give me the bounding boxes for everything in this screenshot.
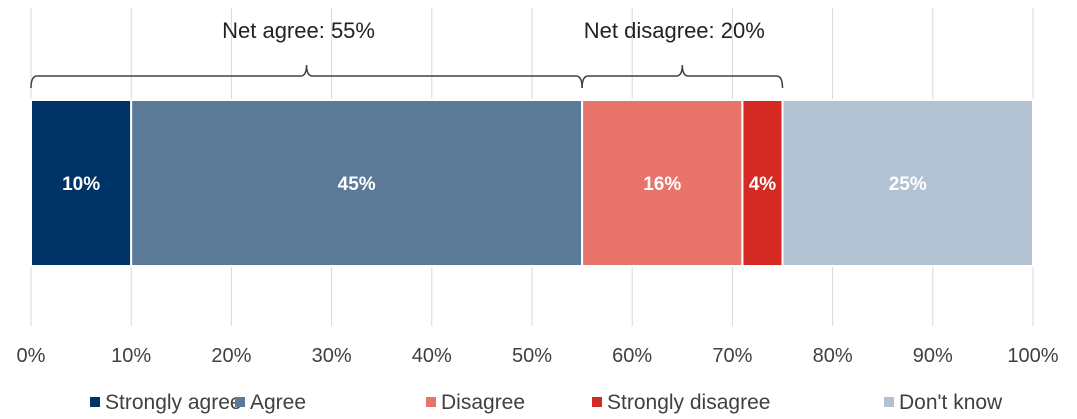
bar-segment: [741, 99, 784, 267]
x-tick-label: 80%: [813, 345, 853, 367]
x-tick-label: 60%: [612, 345, 652, 367]
x-tick-label: 50%: [512, 345, 552, 367]
bar-segment: [30, 99, 133, 267]
net-bracket: [581, 64, 784, 89]
legend: Strongly agree Agree Disagree Strongly disa…: [90, 391, 1003, 414]
x-tick-label: 100%: [1007, 345, 1058, 367]
x-tick-label: 20%: [211, 345, 251, 367]
legend-swatch: [884, 397, 894, 407]
legend-swatch: [426, 397, 436, 407]
legend-label: Don't know: [899, 391, 1003, 414]
x-tick-label: 30%: [312, 345, 352, 367]
x-tick-label: 0%: [17, 345, 46, 367]
legend-swatch: [592, 397, 602, 407]
x-tick-label: 40%: [412, 345, 452, 367]
legend-label: Strongly agree: [105, 391, 242, 414]
bar-segments: [30, 99, 1034, 267]
x-axis-tick-labels: 0% 10% 20% 30% 40% 50% 60% 70% 80% 90% 100%: [17, 345, 1059, 367]
x-tick-label: 90%: [913, 345, 953, 367]
bar-data-labels: 10% 45% 16% 4% 25%: [62, 174, 927, 195]
bar-segment: [581, 99, 744, 267]
net-annotation-label: Net agree: 55%: [222, 18, 375, 43]
net-bracket: [30, 64, 583, 89]
bar-segment: [130, 99, 584, 267]
x-tick-label: 10%: [111, 345, 151, 367]
bar-segment: [781, 99, 1034, 267]
net-annotation-label: Net disagree: 20%: [584, 18, 765, 43]
net-brackets: Net agree: 55% Net disagree: 20%: [30, 18, 784, 89]
legend-swatch: [235, 397, 245, 407]
x-tick-label: 70%: [712, 345, 752, 367]
bar-data-label: 45%: [338, 174, 376, 195]
legend-label: Disagree: [441, 391, 525, 414]
legend-swatch: [90, 397, 100, 407]
bar-data-label: 4%: [749, 174, 777, 195]
bar-data-label: 16%: [643, 174, 681, 195]
bar-data-label: 25%: [889, 174, 927, 195]
bar-data-label: 10%: [62, 174, 100, 195]
legend-label: Agree: [250, 391, 306, 414]
legend-label: Strongly disagree: [607, 391, 770, 414]
